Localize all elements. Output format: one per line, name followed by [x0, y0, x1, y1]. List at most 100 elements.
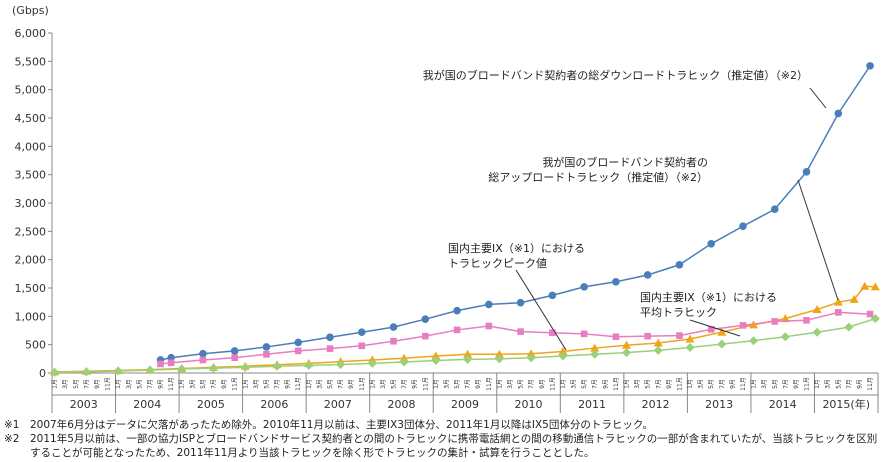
y-unit-label: (Gbps): [12, 4, 49, 17]
data-point: [834, 309, 842, 316]
annotation-layer: 我が国のブロードバンド契約者の総ダウンロードトラヒック（推定値）（※2） 我が国の…: [423, 68, 839, 351]
data-point: [421, 315, 430, 323]
x-month-label: 9月: [666, 379, 673, 389]
data-point: [558, 351, 568, 361]
annotation-label: 国内主要IX（※1）における: [448, 241, 585, 255]
x-month-label: 3月: [443, 379, 450, 389]
data-point: [453, 326, 461, 334]
data-point: [304, 360, 314, 370]
x-month-label: 1月: [52, 379, 59, 389]
x-month-label: 5月: [454, 379, 461, 389]
x-month-label: 5月: [391, 379, 398, 389]
x-month-label: 7月: [592, 379, 599, 389]
data-point: [860, 281, 870, 290]
x-year-label: 2015(年): [822, 397, 870, 411]
data-point: [812, 305, 822, 314]
data-point: [675, 260, 684, 269]
data-point: [849, 294, 859, 303]
y-tick-label: 5,000: [15, 84, 47, 97]
data-point: [707, 240, 716, 248]
series-line: [160, 311, 871, 365]
data-point: [199, 349, 207, 358]
x-month-label: 5月: [327, 379, 334, 389]
data-point: [399, 357, 409, 367]
data-point: [590, 349, 600, 359]
x-month-label: 3月: [189, 379, 196, 389]
x-month-label: 3月: [571, 379, 578, 389]
x-year-label: 2013: [705, 398, 733, 411]
y-tick-label: 5,500: [15, 55, 47, 68]
x-month-label: 1月: [242, 379, 249, 389]
data-point: [771, 318, 779, 325]
x-year-label: 2010: [515, 398, 543, 411]
y-tick-label: 2,500: [15, 225, 47, 238]
x-year-label: 2014: [769, 398, 797, 411]
x-month-label: 9月: [221, 379, 228, 389]
y-tick-label: 4,500: [15, 112, 47, 125]
x-month-label: 7月: [782, 379, 789, 389]
footnote-mark: ※2: [4, 433, 20, 445]
data-point: [739, 322, 747, 329]
annotation-label: 総アップロードトラヒック（推定値）（※2）: [488, 170, 708, 184]
data-point: [707, 326, 715, 333]
x-month-label: 1月: [115, 379, 122, 389]
data-point: [780, 332, 790, 342]
x-year-label: 2007: [324, 398, 352, 411]
data-point: [208, 363, 218, 373]
data-point: [870, 314, 880, 324]
x-year-label: 2011: [578, 398, 606, 411]
data-point: [812, 327, 822, 337]
data-point: [431, 351, 441, 360]
data-point: [612, 277, 620, 286]
data-point: [367, 358, 377, 368]
x-month-label: 9月: [158, 379, 165, 389]
data-point: [833, 297, 843, 306]
data-point: [866, 62, 874, 70]
data-point: [240, 362, 250, 372]
annotation-leader: [689, 319, 741, 337]
data-point: [870, 282, 880, 291]
footnote-text: 2011年5月以前は、一部の協力ISPとブロードバンドサービス契約者との間のトラ…: [30, 433, 878, 459]
data-point: [326, 333, 334, 342]
annotation-label: 我が国のブロードバンド契約者の総ダウンロードトラヒック（推定値）（※2）: [423, 68, 808, 82]
annotation-label: トラヒックピーク値: [448, 257, 547, 270]
x-month-label: 11月: [295, 377, 302, 391]
x-month-label: 1月: [369, 379, 376, 389]
data-point: [517, 328, 524, 335]
data-point: [167, 359, 175, 367]
x-month-label: 1月: [306, 379, 313, 389]
data-point: [516, 298, 525, 307]
x-month-label: 9月: [348, 379, 355, 389]
x-month-label: 9月: [475, 379, 482, 389]
x-month-label: 1月: [496, 379, 503, 389]
x-month-label: 11月: [676, 377, 683, 391]
data-point: [653, 345, 663, 355]
x-month-label: 9月: [94, 379, 101, 389]
series-line: [160, 65, 871, 361]
y-tick-label: 2,000: [15, 254, 47, 267]
data-point: [653, 338, 663, 347]
x-year-label: 2009: [451, 398, 479, 411]
data-point: [643, 271, 652, 279]
data-point: [336, 360, 346, 369]
x-month-label: 3月: [253, 379, 260, 389]
x-month-label: 3月: [380, 379, 387, 389]
x-month-label: 1月: [433, 379, 440, 389]
x-month-label: 5月: [581, 379, 588, 389]
x-month-label: 11月: [105, 377, 112, 391]
data-point: [548, 291, 557, 300]
y-tick-label: 3,500: [15, 169, 47, 182]
x-month-label: 7月: [401, 379, 408, 389]
x-month-label: 7月: [719, 379, 726, 389]
x-month-label: 1月: [687, 379, 694, 389]
data-point: [157, 360, 164, 368]
data-point: [262, 343, 271, 351]
data-point: [676, 332, 683, 339]
y-axis: 0 500 1,000 1,500 2,000 2,500 3,000 3,500 4,000 4…: [15, 27, 53, 380]
data-point: [717, 339, 727, 349]
x-month-label: 3月: [634, 379, 641, 389]
x-month-label: 3月: [126, 379, 133, 389]
data-point: [263, 351, 270, 358]
annotation-label: 我が国のブロードバンド契約者の: [542, 155, 708, 169]
